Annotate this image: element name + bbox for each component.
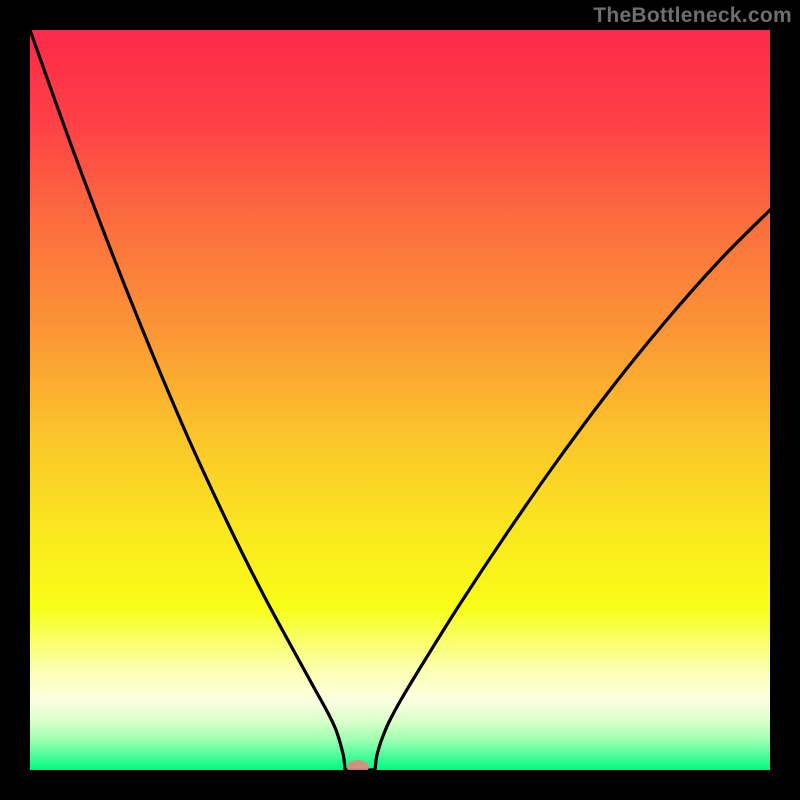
bottleneck-curve-chart xyxy=(30,30,770,770)
plot-area xyxy=(30,30,770,770)
chart-container: TheBottleneck.com xyxy=(0,0,800,800)
watermark-text: TheBottleneck.com xyxy=(593,4,792,28)
gradient-background xyxy=(30,30,770,770)
